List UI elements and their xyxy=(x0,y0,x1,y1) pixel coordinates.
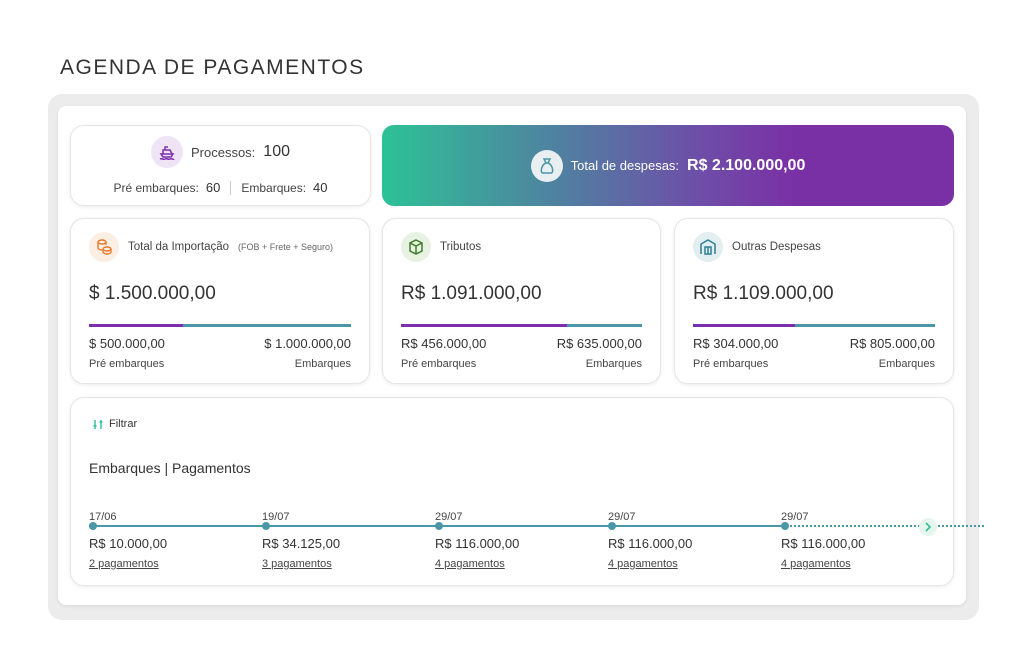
timeline-line xyxy=(89,525,262,527)
embarques-value: $ 1.000.000,00 xyxy=(264,336,351,351)
timeline-amount: R$ 116.000,00 xyxy=(608,536,693,551)
split-bar xyxy=(693,324,935,327)
embarques-label: Embarques xyxy=(294,358,351,370)
pagamentos-link[interactable]: 2 pagamentos xyxy=(89,558,159,570)
timeline-card: Filtrar Embarques | Pagamentos 17/06 R$ … xyxy=(70,397,984,586)
timeline-item: 29/07 R$ 116.000,00 4 pagamentos xyxy=(608,511,781,570)
total-despesas-banner: Total de despesas: R$ 2.100.000,00 xyxy=(382,125,954,206)
stat-card: Tributos R$ 1.091.000,00 R$ 456.000,00 R… xyxy=(382,218,661,384)
split-bar-fill xyxy=(401,324,568,327)
total-despesas-value: R$ 2.100.000,00 xyxy=(687,156,806,174)
timeline-title: Embarques | Pagamentos xyxy=(89,460,251,476)
pre-embarques-value: 60 xyxy=(205,180,221,195)
pagamentos-link[interactable]: 4 pagamentos xyxy=(608,558,678,570)
stat-value: R$ 1.091.000,00 xyxy=(401,283,542,304)
pre-embarques-label: Pré embarques xyxy=(693,358,769,370)
stat-value: R$ 1.109.000,00 xyxy=(693,283,834,304)
timeline-amount: R$ 116.000,00 xyxy=(435,536,520,551)
embarques-value: R$ 635.000,00 xyxy=(556,336,642,351)
stat-title: Outras Despesas xyxy=(732,241,821,253)
ship-icon xyxy=(150,136,183,168)
timeline-line xyxy=(781,525,984,527)
pre-embarques-value: R$ 456.000,00 xyxy=(401,336,487,351)
timeline-date: 29/07 xyxy=(781,511,809,523)
stat-title: Tributos xyxy=(440,241,482,253)
timeline-dot xyxy=(262,522,270,530)
stat-card: Total da Importação (FOB + Frete + Segur… xyxy=(70,218,370,384)
timeline-dot xyxy=(781,522,789,530)
embarques-value: R$ 805.000,00 xyxy=(849,336,935,351)
split-bar-fill xyxy=(89,324,184,327)
filter-icon xyxy=(93,419,103,429)
pagamentos-link[interactable]: 4 pagamentos xyxy=(781,558,851,570)
timeline-amount: R$ 10.000,00 xyxy=(89,536,168,551)
embarques-label: Embarques xyxy=(585,358,642,370)
box-icon xyxy=(401,232,431,262)
timeline-date: 19/07 xyxy=(262,511,290,523)
stat-value: $ 1.500.000,00 xyxy=(89,283,216,304)
pre-embarques-label: Pré embarques: xyxy=(113,180,199,195)
timeline-item: 29/07 R$ 116.000,00 4 pagamentos xyxy=(781,511,984,570)
stat-subtitle: (FOB + Frete + Seguro) xyxy=(238,242,334,252)
embarques-label: Embarques xyxy=(878,358,935,370)
timeline-line xyxy=(435,525,608,527)
pagamentos-link[interactable]: 3 pagamentos xyxy=(262,558,332,570)
timeline-date: 17/06 xyxy=(89,511,117,523)
coins-icon xyxy=(89,232,119,262)
page-title: AGENDA DE PAGAMENTOS xyxy=(60,56,365,79)
timeline-dot xyxy=(435,522,443,530)
chevron-right-icon xyxy=(925,522,932,532)
filter-button[interactable]: Filtrar xyxy=(93,418,137,430)
processos-card: Processos: 100 Pré embarques: 60 Embarqu… xyxy=(70,125,371,206)
embarques-value: 40 xyxy=(313,180,328,195)
timeline-amount: R$ 116.000,00 xyxy=(781,536,866,551)
pre-embarques-label: Pré embarques xyxy=(89,358,165,370)
pre-embarques-value: $ 500.000,00 xyxy=(89,336,165,351)
split-bar-fill xyxy=(693,324,795,327)
next-button[interactable] xyxy=(919,518,937,536)
timeline-item: 17/06 R$ 10.000,00 2 pagamentos xyxy=(89,511,262,570)
stat-card: Outras Despesas R$ 1.109.000,00 R$ 304.0… xyxy=(674,218,954,384)
total-despesas-label: Total de despesas: xyxy=(570,158,680,173)
timeline-item: 19/07 R$ 34.125,00 3 pagamentos xyxy=(262,511,435,570)
timeline-dot xyxy=(89,522,97,530)
split-bar xyxy=(401,324,642,327)
timeline-date: 29/07 xyxy=(608,511,636,523)
embarques-label: Embarques: xyxy=(241,180,307,195)
money-bag-icon xyxy=(530,149,563,182)
timeline-dot xyxy=(608,522,616,530)
warehouse-icon xyxy=(693,232,723,262)
processos-label: Processos: xyxy=(190,144,256,160)
pre-embarques-label: Pré embarques xyxy=(401,358,477,370)
divider xyxy=(230,180,232,195)
pagamentos-link[interactable]: 4 pagamentos xyxy=(435,558,505,570)
processos-value: 100 xyxy=(263,143,290,160)
pre-embarques-value: R$ 304.000,00 xyxy=(693,336,779,351)
timeline-item: 29/07 R$ 116.000,00 4 pagamentos xyxy=(435,511,608,570)
filter-label: Filtrar xyxy=(109,418,138,430)
timeline-date: 29/07 xyxy=(435,511,463,523)
split-bar xyxy=(89,324,351,327)
timeline-line xyxy=(608,525,781,527)
stat-title: Total da Importação xyxy=(128,241,230,253)
timeline-amount: R$ 34.125,00 xyxy=(262,536,341,551)
timeline-line xyxy=(262,525,435,527)
